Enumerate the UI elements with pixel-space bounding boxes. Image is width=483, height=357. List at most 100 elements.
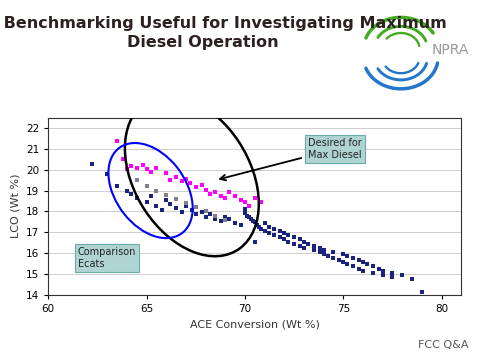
Point — [231, 193, 239, 198]
Point — [398, 272, 406, 278]
Point — [281, 237, 288, 242]
Point — [251, 219, 259, 225]
Point — [217, 218, 225, 223]
Point — [320, 251, 327, 257]
Point — [324, 253, 331, 259]
Point — [162, 197, 170, 203]
Point — [206, 212, 213, 217]
Point — [166, 201, 174, 207]
Point — [198, 182, 206, 188]
Point — [153, 188, 160, 193]
Point — [359, 260, 367, 265]
Point — [245, 203, 253, 209]
Point — [153, 203, 160, 209]
Point — [310, 243, 318, 248]
Point — [369, 270, 377, 276]
Point — [265, 224, 272, 230]
Point — [355, 257, 363, 263]
Point — [418, 290, 426, 295]
Point — [103, 171, 111, 177]
Point — [206, 191, 213, 197]
Point — [119, 156, 127, 162]
Point — [221, 217, 229, 222]
Point — [237, 222, 245, 228]
Point — [270, 226, 278, 232]
Point — [212, 189, 219, 195]
Point — [296, 237, 304, 242]
Point — [243, 213, 251, 218]
Text: FCC Q&A: FCC Q&A — [418, 340, 469, 350]
Point — [212, 213, 219, 218]
Point — [290, 235, 298, 240]
Point — [114, 138, 121, 144]
Point — [369, 263, 377, 269]
Point — [310, 247, 318, 253]
Point — [182, 176, 190, 182]
Point — [198, 210, 206, 215]
Point — [192, 204, 199, 210]
Point — [281, 230, 288, 236]
Point — [147, 169, 155, 175]
Point — [217, 193, 225, 198]
Point — [237, 197, 245, 203]
Point — [257, 226, 265, 232]
Point — [241, 211, 249, 216]
Point — [202, 214, 210, 220]
Point — [375, 266, 383, 271]
Point — [270, 232, 278, 238]
Point — [231, 220, 239, 226]
Point — [247, 216, 255, 221]
Point — [329, 249, 337, 255]
Point — [202, 208, 210, 214]
Point — [251, 195, 259, 201]
Point — [251, 239, 259, 245]
Point — [389, 270, 397, 276]
Point — [276, 235, 284, 240]
Point — [359, 268, 367, 273]
Point — [114, 183, 121, 189]
Point — [340, 260, 347, 265]
Point — [241, 206, 249, 212]
Point — [316, 249, 324, 255]
Point — [379, 272, 386, 278]
Point — [304, 241, 312, 246]
Point — [255, 224, 263, 230]
Point — [300, 239, 308, 245]
Point — [182, 200, 190, 206]
Point — [261, 228, 269, 234]
Point — [245, 214, 253, 220]
Point — [241, 199, 249, 205]
Text: NPRA: NPRA — [431, 43, 469, 57]
Point — [143, 183, 151, 189]
Point — [226, 189, 233, 195]
Point — [172, 174, 180, 180]
Point — [178, 178, 186, 184]
Point — [290, 241, 298, 246]
Point — [178, 210, 186, 215]
Text: Ecat Benchmarking Useful for Investigating Maximum
Diesel Operation: Ecat Benchmarking Useful for Investigati… — [0, 16, 447, 50]
Point — [88, 161, 96, 166]
Point — [343, 253, 351, 259]
Point — [261, 220, 269, 226]
Y-axis label: LCO (Wt %): LCO (Wt %) — [11, 174, 20, 238]
Point — [172, 205, 180, 211]
Point — [127, 191, 135, 197]
Point — [249, 218, 256, 223]
Point — [127, 163, 135, 169]
Point — [253, 222, 261, 228]
Point — [389, 274, 397, 280]
Point — [320, 247, 327, 253]
Point — [212, 216, 219, 221]
Point — [202, 187, 210, 192]
Point — [186, 180, 194, 186]
Point — [276, 228, 284, 234]
Point — [123, 188, 131, 193]
Point — [340, 251, 347, 257]
Point — [143, 166, 151, 172]
Point — [158, 207, 166, 213]
Point — [343, 262, 351, 267]
Point — [143, 199, 151, 205]
Point — [265, 230, 272, 236]
Point — [329, 255, 337, 261]
Point — [172, 196, 180, 202]
